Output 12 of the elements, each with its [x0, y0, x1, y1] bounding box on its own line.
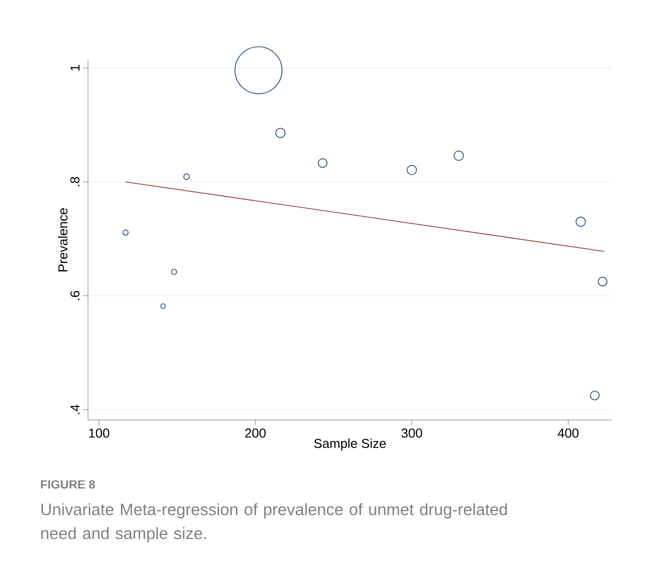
x-tick-label: 100 — [89, 428, 110, 438]
caption: FIGURE 8 — [41, 480, 95, 489]
x-tick-label: 400 — [558, 428, 579, 438]
x-axis-title: Sample Size — [314, 438, 386, 451]
text: Univariate Meta-regression of prevalence of unmet drug-related need and sample size. — [41, 503, 507, 542]
x-tick-label: 200 — [245, 428, 266, 438]
y-axis-title: Prevalence — [58, 208, 68, 272]
y-tick-label: .4 — [70, 404, 80, 414]
y-tick-label: .6 — [70, 290, 80, 300]
x-tick-label: 300 — [401, 428, 422, 438]
y-tick-label: .8 — [70, 177, 80, 186]
y-tick-label: 1 — [70, 64, 80, 71]
